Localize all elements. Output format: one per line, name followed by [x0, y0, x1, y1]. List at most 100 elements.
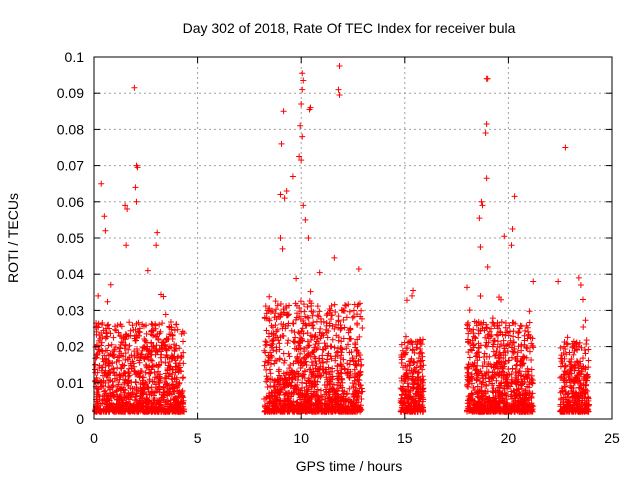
data-point	[526, 308, 533, 315]
data-point	[288, 327, 295, 334]
data-point	[179, 375, 186, 382]
y-tick-label: 0.01	[57, 375, 84, 391]
data-point	[464, 325, 471, 332]
data-point	[122, 202, 129, 209]
data-point	[341, 302, 348, 309]
data-point	[318, 405, 325, 412]
data-point	[346, 308, 353, 315]
data-point	[493, 331, 500, 338]
data-point	[348, 335, 354, 342]
data-point	[122, 376, 129, 383]
data-points	[92, 63, 592, 415]
data-point	[148, 328, 155, 335]
data-point	[281, 357, 288, 364]
data-point	[514, 357, 521, 364]
data-point	[479, 408, 486, 415]
data-point	[276, 314, 283, 321]
data-point	[278, 321, 285, 328]
data-point	[151, 389, 158, 396]
data-point	[101, 406, 108, 413]
data-point	[490, 387, 497, 394]
data-point	[125, 390, 132, 397]
data-point	[516, 388, 523, 395]
data-point	[267, 370, 274, 377]
data-point	[174, 399, 181, 406]
data-point	[572, 397, 579, 404]
data-point	[271, 379, 278, 386]
data-point	[473, 405, 480, 412]
data-point	[417, 340, 424, 347]
data-point	[320, 359, 327, 366]
data-point	[171, 384, 178, 391]
data-point	[349, 380, 356, 387]
data-point	[290, 338, 297, 345]
data-point	[106, 397, 113, 404]
data-point	[274, 302, 281, 309]
data-point	[564, 334, 571, 341]
data-point	[419, 377, 426, 384]
data-point	[293, 275, 300, 282]
data-point	[499, 397, 506, 404]
data-point	[418, 393, 425, 400]
data-point	[277, 301, 284, 308]
data-point	[411, 349, 418, 356]
data-point	[299, 70, 306, 77]
data-point	[166, 331, 173, 338]
data-point	[308, 371, 315, 378]
data-point	[510, 402, 517, 409]
data-point	[482, 381, 489, 388]
data-point	[92, 355, 99, 362]
data-point	[130, 407, 137, 414]
data-point	[173, 376, 180, 383]
data-point	[340, 356, 347, 363]
data-point	[283, 369, 290, 376]
data-point	[284, 312, 291, 319]
data-point	[515, 334, 522, 341]
data-point	[314, 401, 321, 408]
data-point	[402, 333, 409, 340]
data-point	[508, 354, 515, 361]
data-point	[475, 327, 482, 334]
data-point	[144, 408, 151, 415]
data-point	[417, 345, 424, 352]
data-point	[279, 245, 286, 252]
data-point	[164, 354, 171, 361]
data-point	[121, 362, 128, 369]
data-point	[474, 349, 481, 356]
data-point	[104, 374, 111, 381]
data-point	[305, 235, 312, 241]
data-point	[104, 298, 111, 305]
data-point	[352, 370, 359, 377]
data-point	[155, 398, 162, 405]
data-point	[92, 369, 99, 376]
data-point	[504, 372, 511, 379]
data-point	[329, 365, 336, 372]
data-point	[113, 358, 120, 365]
data-point	[344, 360, 351, 367]
data-point	[514, 408, 521, 415]
data-point	[276, 346, 283, 353]
data-point	[303, 353, 310, 360]
data-point	[144, 267, 151, 274]
data-point	[558, 373, 565, 380]
data-point	[489, 382, 496, 389]
data-point	[521, 394, 528, 401]
data-point	[562, 362, 569, 369]
data-point	[302, 358, 309, 365]
data-point	[516, 325, 523, 332]
data-point	[410, 385, 417, 392]
data-point	[473, 370, 480, 377]
data-point	[352, 340, 359, 347]
data-point	[403, 369, 410, 376]
data-point	[472, 406, 479, 413]
data-point	[495, 382, 502, 389]
data-point	[498, 379, 505, 386]
data-point	[519, 407, 526, 414]
data-point	[165, 362, 172, 369]
data-point	[417, 362, 424, 369]
data-point	[334, 348, 341, 355]
data-point	[580, 407, 587, 414]
data-point	[125, 356, 132, 363]
data-point	[132, 184, 139, 191]
data-point	[273, 306, 280, 313]
